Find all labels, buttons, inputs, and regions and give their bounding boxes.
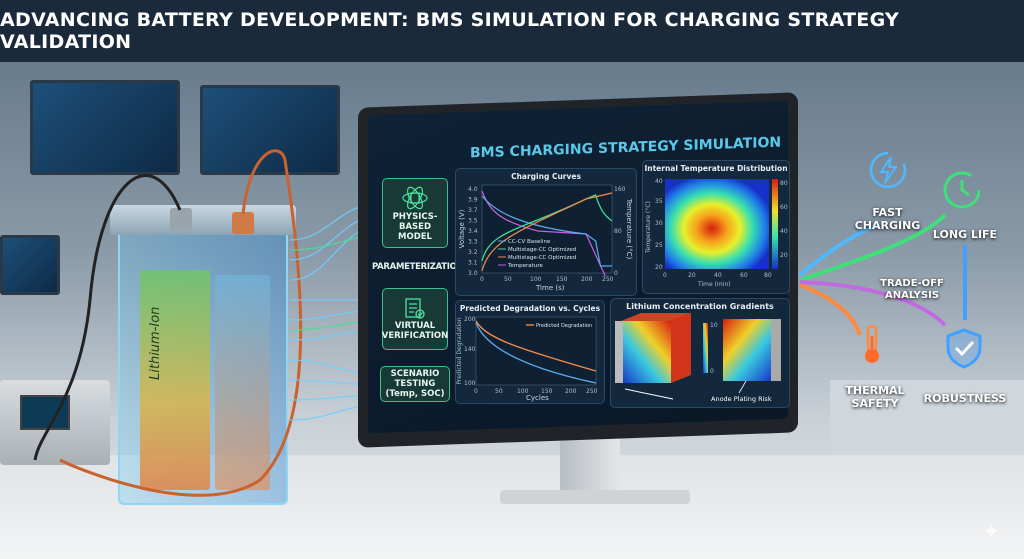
thermal-safety-label: THERMAL SAFETY: [845, 384, 905, 411]
x-axis-label: Time (min): [697, 281, 731, 288]
anode-plating-annotation: Anode Plating Risk: [711, 395, 772, 403]
temperature-map-panel: Internal Temperature Distribution 0 20 4…: [642, 160, 790, 294]
positive-terminal: [232, 212, 254, 234]
x-tick: 0: [663, 272, 667, 279]
degradation-panel: Predicted Degradation vs. Cycles Predict…: [455, 300, 605, 404]
long-life-label: LONG LIFE: [932, 228, 998, 241]
negative-terminal: [170, 208, 192, 230]
y-tick: 3.2: [468, 249, 478, 256]
wall-display: [200, 85, 340, 175]
y-tick: 30: [655, 220, 663, 227]
sparkle-icon: ✦: [982, 520, 1001, 545]
x-tick: 50: [504, 276, 512, 283]
clock-icon: [940, 168, 984, 212]
wall-display: [30, 80, 180, 175]
robustness-label: ROBUSTNESS: [923, 392, 1007, 405]
y-tick: 3.7: [468, 207, 478, 214]
monitor-stand: [560, 436, 620, 496]
x-tick: 250: [602, 276, 614, 283]
x-tick: 50: [495, 388, 503, 395]
x-tick: 60: [740, 272, 748, 279]
electrode-stack: [215, 275, 270, 490]
x-tick: 80: [764, 272, 772, 279]
x-tick: 250: [586, 388, 598, 395]
wall-display: [0, 235, 60, 295]
lightning-icon: [866, 148, 910, 192]
atom-battery-icon: [402, 186, 428, 210]
y-tick: 200: [464, 316, 476, 323]
legend-entry: Predicted Degradation: [536, 323, 592, 329]
y-tick: 40: [655, 178, 663, 185]
charging-curves-panel: Charging Curves CC-CV Baseline Multistag…: [455, 168, 637, 296]
y2-tick: 0: [614, 270, 618, 277]
checklist-icon: [405, 298, 425, 319]
legend-entry: CC-CV Baseline: [508, 239, 551, 245]
y-tick: 4.0: [468, 186, 478, 193]
x-tick: 200: [581, 276, 593, 283]
x-tick: 20: [688, 272, 696, 279]
panel-title: Internal Temperature Distribution: [644, 164, 788, 173]
legend-entry: Multistage-CC Optimized: [508, 247, 576, 253]
y-tick: 3.9: [468, 197, 478, 204]
colorbar-tick: 40: [780, 228, 788, 235]
y-tick: 3.3: [468, 239, 478, 246]
charging-curves-plot: CC-CV Baseline Multistage-CC Optimized M…: [458, 184, 633, 292]
colorbar-tick: 80: [780, 180, 788, 187]
fast-charging-label: FAST CHARGING: [854, 206, 921, 233]
workflow-label: PHYSICS-BASED MODEL: [392, 211, 438, 243]
workflow-parameterization: PARAMETERIZATION: [372, 262, 464, 272]
y-axis-label: Temperature (°C): [645, 201, 652, 254]
y-tick: 25: [655, 242, 663, 249]
thermometer-icon: [850, 322, 894, 366]
workflow-label: SCENARIO TESTING (Temp, SOC): [385, 368, 445, 400]
panel-title: Predicted Degradation vs. Cycles: [459, 304, 601, 313]
y-tick: 140: [464, 346, 476, 353]
y2-tick: 160: [614, 186, 626, 193]
panel-title: Charging Curves: [511, 172, 581, 181]
workflow-physics-model: PHYSICS-BASED MODEL: [382, 178, 448, 248]
lithium-gradient-3d: 10 0 Anode Plating Risk: [615, 313, 781, 403]
y2-tick: 80: [614, 228, 622, 235]
x-tick: 200: [565, 388, 577, 395]
panel-title: Lithium Concentration Gradients: [626, 302, 774, 311]
degradation-plot: Predicted Degradation 0 50 100 150 200 2…: [456, 316, 598, 402]
tradeoff-analysis-label: TRADE-OFF ANALYSIS: [880, 278, 944, 301]
x-tick: 0: [480, 276, 484, 283]
legend-entry: Multistage-CC Optimized: [508, 255, 576, 261]
y-tick: 3.1: [468, 260, 478, 267]
electrode-stack: [140, 270, 210, 490]
y-tick: 35: [655, 198, 663, 205]
lithium-gradient-panel: Lithium Concentration Gradients 10 0 Ano…: [610, 298, 790, 408]
workflow-virtual-verification: VIRTUAL VERIFICATION: [382, 288, 448, 350]
battery-cap: [110, 205, 296, 235]
y-tick: 3.4: [468, 228, 478, 235]
x-axis-label: Time (s): [535, 284, 565, 292]
workflow-scenario-testing: SCENARIO TESTING (Temp, SOC): [380, 366, 450, 402]
x-tick: 150: [556, 276, 568, 283]
x-tick: 40: [714, 272, 722, 279]
shield-check-icon: [942, 326, 986, 370]
y-tick: 100: [464, 380, 476, 387]
monitor-base: [500, 490, 690, 504]
y-axis-label: Predicted Degradation: [456, 317, 463, 385]
x-tick: 0: [474, 388, 478, 395]
y-axis-label: Voltage (V): [458, 209, 466, 248]
x-axis-label: Cycles: [526, 394, 549, 402]
colorbar-tick: 10: [710, 322, 718, 329]
colorbar-tick: 20: [780, 252, 788, 259]
page-title: ADVANCING BATTERY DEVELOPMENT: BMS SIMUL…: [0, 9, 900, 53]
x-tick: 150: [541, 388, 553, 395]
x-tick: 100: [517, 388, 529, 395]
colorbar-tick: 60: [780, 204, 788, 211]
legend-entry: Temperature: [507, 263, 543, 269]
y-tick: 3.0: [468, 270, 478, 277]
y2-axis-label: Temperature (°C): [625, 198, 633, 260]
colorbar-tick: 0: [710, 368, 714, 375]
temperature-heatmap: 0 20 40 60 80 Time (min) 20 25 30 35 40 …: [645, 178, 788, 288]
y-tick: 20: [655, 264, 663, 271]
x-tick: 100: [530, 276, 542, 283]
y-tick: 3.5: [468, 218, 478, 225]
title-bar: ADVANCING BATTERY DEVELOPMENT: BMS SIMUL…: [0, 0, 1024, 62]
workflow-label: VIRTUAL VERIFICATION: [381, 320, 449, 341]
